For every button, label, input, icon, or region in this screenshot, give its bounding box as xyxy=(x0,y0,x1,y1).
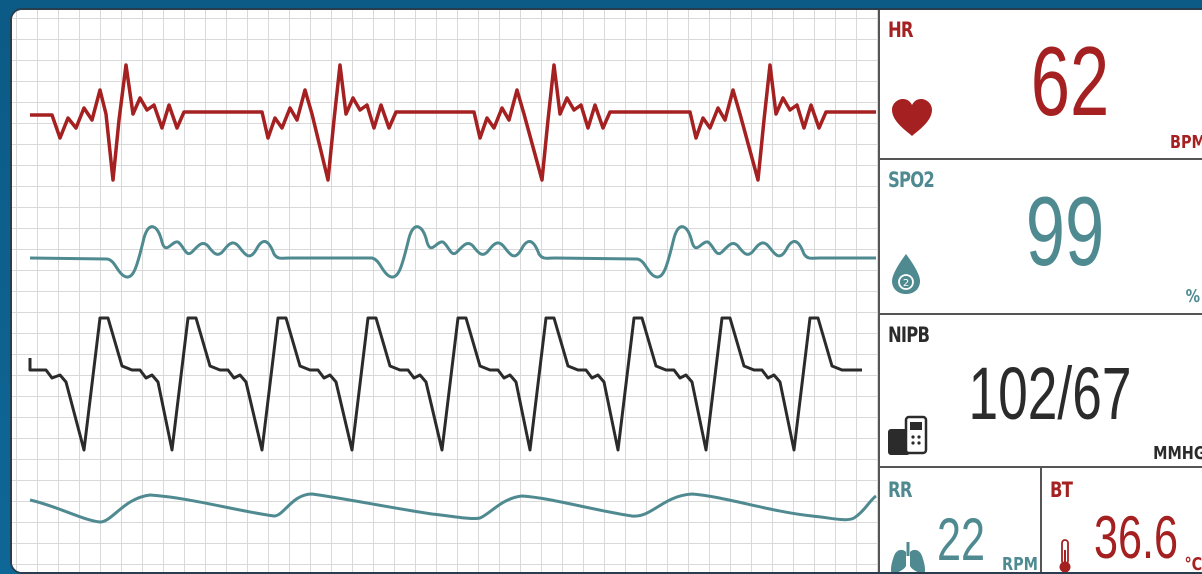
pleth-waveform xyxy=(29,225,876,279)
spo2-value: 99 xyxy=(1025,176,1105,286)
vital-row-rr-bt: RR 22 RPM BT 36.6 °C xyxy=(880,468,1202,574)
svg-text:2: 2 xyxy=(903,278,909,289)
respiration-waveform xyxy=(29,492,877,524)
ecg-waveform xyxy=(30,63,876,182)
arterial-pressure-waveform xyxy=(28,316,862,452)
bt-unit: °C xyxy=(1184,554,1202,574)
vital-spo2: SPO2 2 99 % xyxy=(880,160,1202,315)
rr-value: 22 xyxy=(936,506,986,573)
nibp-label: NIPB xyxy=(888,323,930,347)
drop-o2-icon: 2 xyxy=(892,254,920,294)
hr-value: 62 xyxy=(1030,26,1110,136)
patient-monitor-screen: HR 62 BPM SPO2 2 99 % NIPB xyxy=(10,8,1202,574)
vital-bt: BT 36.6 °C xyxy=(1042,468,1202,574)
waveform-area xyxy=(12,10,878,572)
vitals-panel: HR 62 BPM SPO2 2 99 % NIPB xyxy=(878,10,1202,574)
hr-label: HR xyxy=(888,18,914,42)
spo2-label: SPO2 xyxy=(888,168,935,192)
bt-value: 36.6 xyxy=(1093,504,1179,571)
vital-rr: RR 22 RPM xyxy=(880,468,1042,574)
thermometer-icon xyxy=(1059,539,1071,572)
heart-icon xyxy=(892,99,932,136)
vital-hr: HR 62 BPM xyxy=(880,10,1202,160)
bp-monitor-icon xyxy=(888,415,928,455)
spo2-unit: % xyxy=(1185,286,1200,307)
waveform-canvas xyxy=(28,63,877,524)
lungs-icon xyxy=(890,542,926,572)
hr-unit: BPM xyxy=(1170,132,1202,153)
bt-label: BT xyxy=(1050,478,1073,502)
rr-label: RR xyxy=(888,478,912,502)
rr-unit: RPM xyxy=(1002,554,1038,574)
vital-nibp: NIPB 102/67 MMHG xyxy=(880,315,1202,468)
nibp-value: 102/67 xyxy=(968,352,1132,435)
nibp-unit: MMHG xyxy=(1153,443,1202,464)
